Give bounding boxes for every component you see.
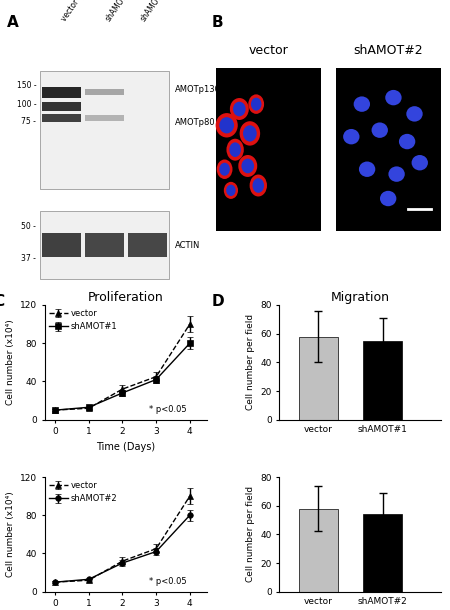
Ellipse shape (219, 117, 234, 134)
Ellipse shape (380, 191, 396, 206)
Text: 37 -: 37 - (21, 254, 36, 263)
Bar (364, 514, 402, 592)
Ellipse shape (233, 102, 246, 117)
Title: Proliferation: Proliferation (88, 291, 164, 304)
Ellipse shape (226, 185, 236, 196)
Ellipse shape (226, 138, 244, 160)
Ellipse shape (243, 125, 256, 142)
Ellipse shape (242, 159, 254, 173)
Text: C: C (0, 293, 4, 309)
Ellipse shape (406, 106, 423, 121)
Ellipse shape (230, 142, 241, 157)
Text: shAMOT#2: shAMOT#2 (139, 0, 171, 23)
Ellipse shape (238, 155, 257, 177)
Text: 100 -: 100 - (17, 99, 36, 109)
Text: 75 -: 75 - (21, 117, 36, 126)
Ellipse shape (388, 167, 405, 182)
Bar (42, 87, 81, 98)
Text: AMOTp130: AMOTp130 (175, 85, 220, 95)
Legend: vector, shAMOT#1: vector, shAMOT#1 (49, 309, 117, 331)
Text: vector: vector (249, 44, 289, 57)
Bar (42, 233, 81, 257)
Bar (299, 337, 338, 420)
Text: vector (pGIPZ): vector (pGIPZ) (60, 0, 99, 23)
Ellipse shape (354, 96, 370, 112)
Y-axis label: Cell number (x10⁴): Cell number (x10⁴) (6, 320, 15, 405)
Text: B: B (212, 15, 223, 30)
Text: 50 -: 50 - (21, 222, 36, 231)
Bar (42, 114, 81, 123)
Text: ACTIN: ACTIN (175, 240, 200, 249)
Text: AMOTp80: AMOTp80 (175, 118, 216, 127)
Ellipse shape (224, 182, 238, 199)
Y-axis label: Cell number per field: Cell number per field (246, 314, 255, 411)
Ellipse shape (248, 95, 264, 114)
Bar (128, 233, 167, 257)
Bar (40, 212, 169, 279)
Ellipse shape (239, 121, 260, 146)
Bar (85, 233, 124, 257)
Bar (216, 68, 321, 231)
Ellipse shape (250, 174, 267, 196)
Bar (40, 71, 169, 189)
Ellipse shape (217, 159, 233, 179)
Y-axis label: Cell number per field: Cell number per field (246, 486, 255, 583)
Text: * p<0.05: * p<0.05 (149, 577, 187, 586)
Text: * p<0.05: * p<0.05 (149, 405, 187, 414)
Ellipse shape (399, 134, 415, 149)
X-axis label: Time (Days): Time (Days) (96, 442, 155, 452)
Text: D: D (212, 293, 224, 309)
Bar (364, 341, 402, 420)
Ellipse shape (230, 98, 249, 120)
Bar (85, 115, 124, 121)
Bar (299, 509, 338, 592)
Ellipse shape (219, 163, 230, 176)
Bar (42, 102, 81, 111)
Ellipse shape (251, 98, 261, 110)
Title: Migration: Migration (331, 291, 390, 304)
Text: shAMOT#2: shAMOT#2 (353, 44, 423, 57)
Ellipse shape (216, 113, 238, 137)
Bar (85, 90, 124, 95)
Text: shAMOT#1: shAMOT#1 (104, 0, 135, 23)
Ellipse shape (412, 155, 428, 170)
Bar (336, 68, 441, 231)
Ellipse shape (385, 90, 402, 106)
Ellipse shape (372, 123, 388, 138)
Ellipse shape (252, 178, 264, 193)
Text: 150 -: 150 - (17, 81, 36, 90)
Ellipse shape (343, 129, 360, 145)
Y-axis label: Cell number (x10⁴): Cell number (x10⁴) (6, 492, 15, 577)
Text: A: A (6, 15, 18, 30)
Ellipse shape (359, 162, 375, 177)
Legend: vector, shAMOT#2: vector, shAMOT#2 (49, 481, 117, 503)
